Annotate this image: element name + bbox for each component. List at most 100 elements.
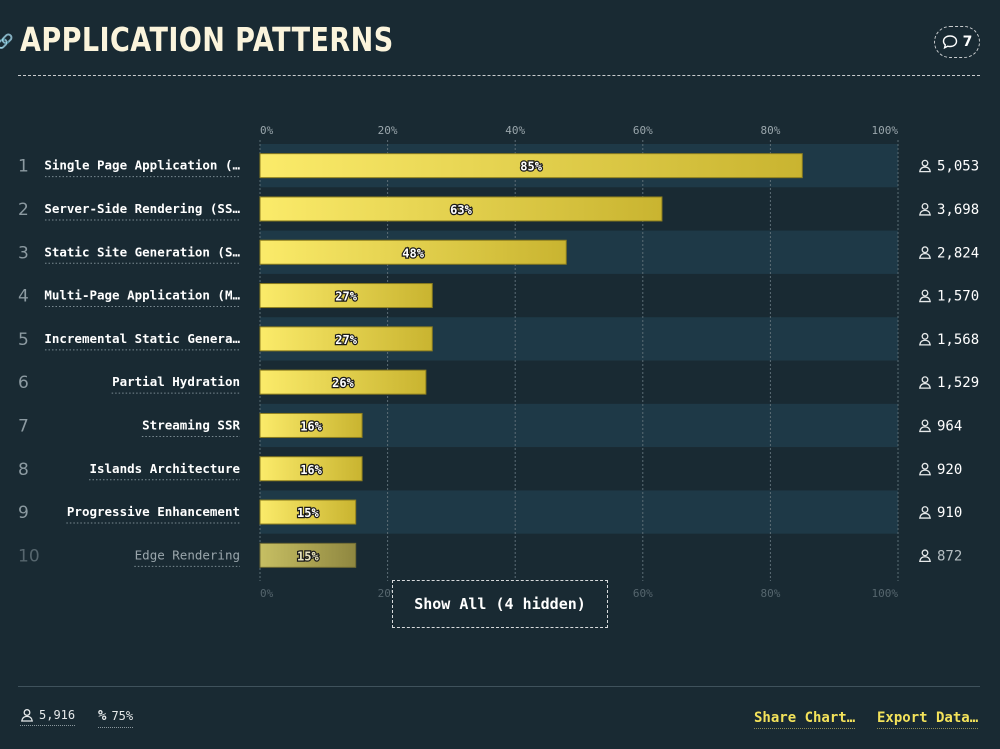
respondent-count: 5,053 <box>937 159 979 175</box>
category-label: Edge Rendering <box>135 547 240 562</box>
category-label: Server-Side Rendering (SS… <box>44 201 240 216</box>
respondent-count: 3,698 <box>937 202 979 218</box>
link-icon[interactable]: 🔗 <box>0 34 14 50</box>
chart-header: 🔗 Application Patterns 7 <box>0 20 980 76</box>
person-icon-body <box>919 296 931 303</box>
tick-label-bottom: 0% <box>260 587 274 600</box>
tick-label-top: 80% <box>760 124 780 137</box>
person-icon <box>919 376 931 389</box>
respondent-count: 964 <box>937 418 962 434</box>
export-data-button[interactable]: Export Data… <box>877 710 979 729</box>
category-label: Static Site Generation (S… <box>44 244 240 259</box>
person-icon <box>919 506 931 519</box>
chart-row: 5 Incremental Static Genera… 27% 1,568 <box>18 326 979 352</box>
chart-row: 1 Single Page Application (… 85% 5,053 <box>18 153 979 179</box>
person-icon <box>919 202 931 216</box>
tick-label-bottom: 80% <box>760 587 780 600</box>
bar <box>259 456 363 482</box>
footer-divider <box>18 686 980 687</box>
value-label: 15% <box>297 506 319 520</box>
comment-count: 7 <box>962 34 973 50</box>
row-rank: 10 <box>18 546 40 566</box>
bar-chart: 0%20%40%60%80%100% 0%20%40%60%80%100% 1S… <box>18 124 979 600</box>
respondent-count: 910 <box>937 505 962 521</box>
row-rank: 2 <box>18 200 29 220</box>
chart-row: 7 Streaming SSR 16% 964 <box>18 412 962 438</box>
share-chart-button[interactable]: Share Chart… <box>754 710 856 729</box>
person-icon-body <box>919 209 931 216</box>
person-icon <box>919 289 931 303</box>
person-icon-body <box>919 512 931 519</box>
row-rank: 8 <box>18 460 29 480</box>
page-title: Application Patterns <box>20 20 394 59</box>
respondent-count: 1,570 <box>937 289 979 305</box>
person-icon-head <box>921 159 929 167</box>
tick-label-top: 60% <box>633 124 653 137</box>
person-icon <box>919 159 931 173</box>
person-icon-head <box>921 506 929 513</box>
person-icon <box>21 709 33 722</box>
respondents-count: 5,916 <box>39 708 76 722</box>
person-icon-body <box>919 382 931 389</box>
person-icon-body <box>919 339 931 346</box>
tick-label-bottom: 100% <box>872 587 899 600</box>
chart-row: 6 Partial Hydration 26% 1,529 <box>18 369 979 395</box>
category-label: Partial Hydration <box>112 374 240 389</box>
row-rank: 7 <box>18 416 29 436</box>
respondents-stat[interactable]: 5,916 <box>20 708 76 726</box>
row-rank: 5 <box>18 330 29 350</box>
person-icon <box>919 462 931 476</box>
bar <box>259 153 803 179</box>
row-rank: 4 <box>18 287 29 307</box>
person-icon-body <box>919 469 931 476</box>
value-label: 63% <box>450 203 472 217</box>
respondent-count: 1,568 <box>937 332 979 348</box>
show-all-button[interactable]: Show All (4 hidden) <box>392 580 608 628</box>
category-label: Multi-Page Application (M… <box>44 288 240 303</box>
tick-label-top: 40% <box>505 124 525 137</box>
chart-row: 2 Server-Side Rendering (SS… 63% 3,698 <box>18 196 979 222</box>
speech-bubble-icon <box>942 35 957 50</box>
row-rank: 1 <box>18 157 29 177</box>
tick-label-bottom: 60% <box>633 587 653 600</box>
category-label: Streaming SSR <box>142 417 240 432</box>
value-label: 26% <box>332 376 354 390</box>
row-rank: 6 <box>18 373 29 393</box>
value-label: 85% <box>520 160 542 174</box>
percent-stat[interactable]: % 75% <box>98 708 134 728</box>
person-icon <box>919 549 931 562</box>
category-label: Incremental Static Genera… <box>44 331 240 346</box>
bar <box>259 369 427 395</box>
value-label: 48% <box>402 246 424 260</box>
bar <box>259 283 433 309</box>
percent-icon: % <box>98 708 107 724</box>
value-label: 27% <box>335 290 357 304</box>
bar <box>259 499 357 525</box>
person-icon-head <box>921 332 929 340</box>
tick-label-top: 20% <box>378 124 398 137</box>
comments-button[interactable]: 7 <box>934 26 980 58</box>
tick-label-top: 100% <box>872 124 899 137</box>
row-rank: 3 <box>18 243 29 263</box>
category-label: Single Page Application (… <box>44 158 240 173</box>
person-icon <box>919 332 931 346</box>
person-icon-head <box>921 246 929 254</box>
respondent-count: 1,529 <box>937 375 979 391</box>
person-icon-head <box>921 202 929 210</box>
person-icon-head <box>921 419 929 427</box>
value-label: 16% <box>300 463 322 477</box>
person-icon-body <box>919 252 931 259</box>
person-icon-body <box>919 556 931 562</box>
percent-value: 75% <box>111 709 134 723</box>
bar <box>259 196 663 222</box>
bar <box>259 326 433 352</box>
person-icon-body <box>919 426 931 433</box>
person-icon <box>919 419 931 433</box>
row-rank: 9 <box>18 503 29 523</box>
value-label: 16% <box>300 419 322 433</box>
person-icon-head <box>921 462 929 470</box>
person-icon <box>919 246 931 259</box>
value-label: 27% <box>335 333 357 347</box>
person-icon-head <box>921 549 929 557</box>
value-label: 15% <box>297 549 319 563</box>
